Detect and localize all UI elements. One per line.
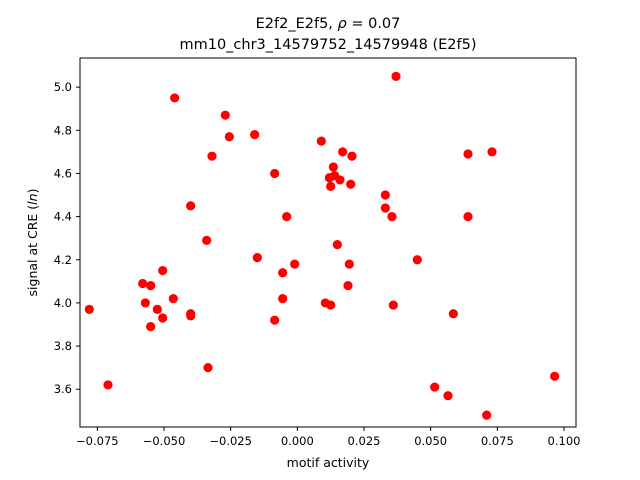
- data-point: [186, 201, 196, 211]
- data-point: [278, 268, 288, 278]
- data-point: [380, 190, 390, 200]
- plot-frame: [79, 57, 577, 428]
- data-point: [346, 179, 356, 189]
- data-point: [270, 168, 280, 179]
- x-tick-label: 0.075: [481, 434, 514, 448]
- data-point: [170, 93, 180, 103]
- x-tick-label: −0.050: [143, 434, 186, 448]
- data-point: [282, 212, 292, 222]
- data-point: [328, 162, 338, 172]
- y-tick-label: 3.6: [54, 382, 72, 396]
- data-point: [158, 265, 168, 276]
- data-point: [326, 181, 336, 191]
- plot-area: [80, 58, 576, 427]
- y-axis-ticks: 3.6 3.8 4.0 4.2 4.4 4.6 4.8 5.0: [54, 80, 80, 396]
- data-point: [326, 300, 336, 310]
- data-point: [388, 300, 398, 310]
- data-point: [84, 304, 94, 314]
- data-point: [463, 149, 473, 159]
- y-tick-label: 4.6: [54, 166, 72, 180]
- y-tick-label: 4.4: [54, 210, 72, 224]
- x-tick-label: 0.050: [414, 434, 447, 448]
- data-point: [316, 136, 326, 146]
- data-point: [103, 380, 113, 390]
- y-axis-label-suffix: ): [25, 189, 40, 194]
- data-point: [343, 281, 353, 291]
- y-tick-label: 3.8: [54, 339, 72, 353]
- x-tick-label: 0.025: [348, 434, 381, 448]
- data-point: [387, 212, 397, 222]
- data-point: [146, 281, 156, 291]
- data-point: [140, 298, 150, 308]
- x-tick-label: −0.075: [76, 434, 119, 448]
- data-point: [138, 278, 148, 289]
- x-axis-ticks: −0.075 −0.050 −0.025 0.000 0.025 0.050 0.075 0.…: [76, 427, 580, 448]
- data-point: [203, 363, 213, 373]
- data-point: [207, 151, 217, 161]
- data-point: [252, 253, 262, 263]
- y-tick-label: 4.2: [54, 253, 72, 267]
- y-axis-label-prefix: signal at CRE (: [25, 205, 40, 297]
- chart-title-line-1: E2f2_E2f5, ρ = 0.07: [256, 16, 401, 32]
- y-tick-label: 5.0: [54, 80, 72, 94]
- x-tick-label: −0.025: [209, 434, 252, 448]
- data-point: [250, 130, 260, 140]
- data-point: [158, 313, 168, 323]
- data-point: [152, 304, 162, 314]
- data-point: [220, 110, 230, 120]
- y-tick-label: 4.0: [54, 296, 72, 310]
- data-point: [270, 315, 280, 325]
- data-point: [412, 255, 422, 265]
- data-point: [202, 235, 212, 245]
- data-point: [335, 175, 345, 185]
- data-point: [463, 212, 473, 222]
- data-point: [482, 410, 492, 420]
- data-point: [430, 382, 440, 392]
- data-point: [487, 147, 497, 157]
- data-point: [338, 147, 348, 157]
- y-axis-label: signal at CRE (ln): [25, 189, 40, 297]
- data-point: [168, 294, 178, 304]
- data-point: [186, 311, 196, 321]
- data-point: [347, 151, 357, 161]
- chart-title-line-2: mm10_chr3_14579752_14579948 (E2f5): [179, 37, 476, 53]
- x-tick-label: 0.000: [281, 434, 314, 448]
- x-tick-label: 0.100: [548, 434, 581, 448]
- data-point: [344, 259, 354, 269]
- x-axis-label: motif activity: [287, 455, 370, 470]
- data-point: [224, 132, 234, 142]
- data-point: [290, 259, 300, 269]
- chart-title-prefix: E2f2_E2f5,: [256, 16, 338, 32]
- data-point: [443, 391, 453, 401]
- y-tick-label: 4.8: [54, 123, 72, 137]
- y-axis-label-italic: ln: [25, 193, 40, 204]
- data-point: [448, 309, 458, 319]
- data-point: [550, 371, 560, 381]
- data-point: [332, 240, 342, 250]
- data-point: [391, 71, 401, 81]
- data-point: [380, 203, 390, 213]
- chart-title-suffix: = 0.07: [347, 16, 401, 32]
- data-point: [278, 294, 288, 304]
- chart-title-rho: ρ: [338, 16, 348, 32]
- data-points: [84, 71, 560, 420]
- data-point: [146, 322, 156, 332]
